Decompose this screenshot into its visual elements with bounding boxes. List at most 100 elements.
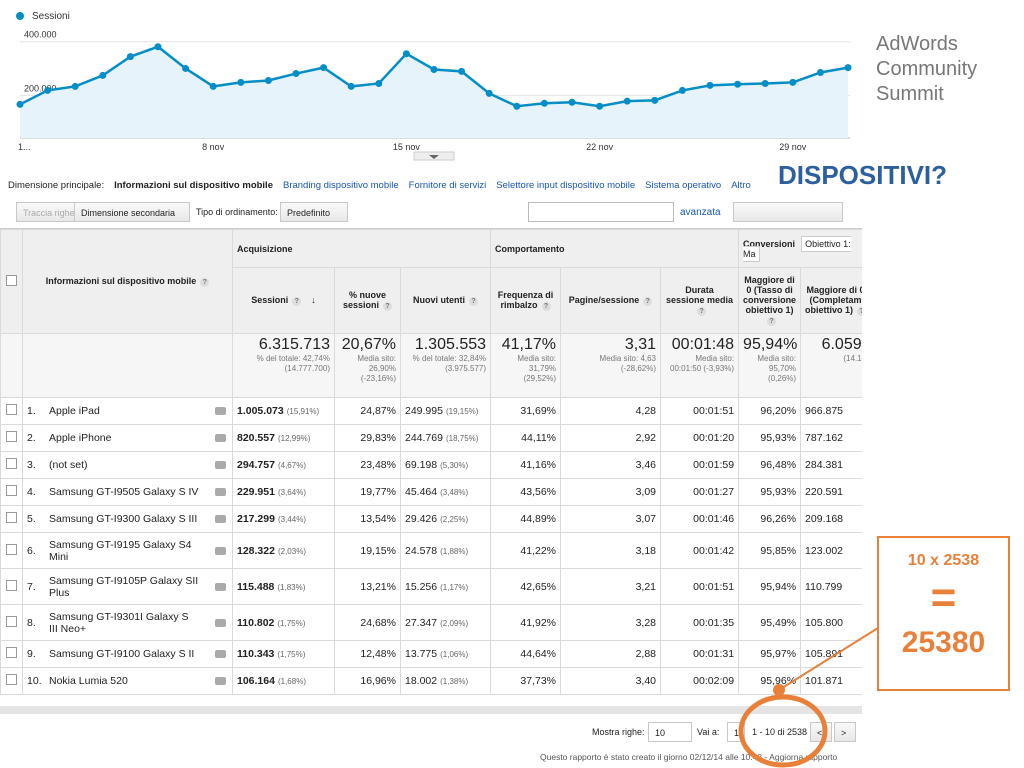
device-name[interactable]: Apple iPhone	[49, 432, 112, 445]
point[interactable]	[264, 77, 272, 85]
camera-icon[interactable]	[215, 677, 226, 685]
point[interactable]	[375, 79, 383, 87]
select-cell	[0, 532, 23, 569]
point[interactable]	[844, 64, 852, 72]
point[interactable]	[596, 102, 604, 110]
nav-link[interactable]: Fornitore di servizi	[408, 180, 487, 191]
point[interactable]	[485, 89, 493, 97]
sort-dropdown[interactable]: Predefinito	[280, 202, 348, 222]
point[interactable]	[71, 82, 79, 90]
select-cell	[0, 667, 23, 695]
device-name[interactable]: Samsung GT-I9100 Galaxy S II	[49, 648, 195, 661]
column-header[interactable]: Frequenza di rimbalzo?	[490, 267, 562, 334]
checkbox[interactable]	[6, 543, 17, 555]
device-name[interactable]: Nokia Lumia 520	[49, 675, 128, 688]
column-header[interactable]: Nuovi utenti?	[399, 267, 492, 334]
view-switcher[interactable]	[733, 202, 843, 222]
device-name[interactable]: Samsung GT-I9300 Galaxy S III	[49, 513, 198, 526]
point[interactable]	[154, 43, 162, 51]
point[interactable]	[623, 97, 631, 105]
checkbox[interactable]	[6, 579, 17, 591]
total-note: Media sito: 31,79% (29,52%)	[517, 354, 557, 383]
point[interactable]	[44, 86, 52, 94]
checkbox[interactable]	[6, 275, 17, 286]
prev-button[interactable]: <	[810, 722, 832, 742]
point[interactable]	[126, 53, 134, 61]
point[interactable]	[320, 64, 328, 72]
point[interactable]	[430, 66, 438, 74]
column-header[interactable]: Sessioni? ↓	[232, 267, 335, 334]
point[interactable]	[347, 82, 355, 90]
point[interactable]	[292, 70, 300, 78]
group-label: Conversioni	[743, 238, 796, 249]
point[interactable]	[99, 71, 107, 79]
metric-cell: 4,28	[560, 397, 662, 425]
column-header[interactable]: Pagine/sessione?	[560, 267, 662, 334]
point[interactable]	[651, 96, 659, 104]
camera-icon[interactable]	[215, 407, 226, 415]
point[interactable]	[209, 82, 217, 90]
camera-icon[interactable]	[215, 650, 226, 658]
point[interactable]	[816, 68, 824, 76]
secondary-dimension-dropdown[interactable]: Dimensione secondaria	[74, 202, 190, 222]
checkbox[interactable]	[6, 404, 17, 415]
nav-link[interactable]: Selettore input dispositivo mobile	[496, 180, 636, 191]
data-row: 6. Samsung GT-I9195 Galaxy S4 Mini 128.322…	[0, 532, 862, 569]
column-header[interactable]: Maggiore di 0 (Tasso di conversione obie…	[738, 267, 802, 334]
column-header[interactable]: % nuove sessioni?	[334, 267, 401, 334]
camera-icon[interactable]	[215, 546, 226, 555]
nav-link[interactable]: Altro	[731, 180, 751, 191]
point[interactable]	[789, 78, 797, 86]
camera-icon[interactable]	[215, 434, 226, 442]
camera-icon[interactable]	[215, 515, 226, 523]
data-row: 9. Samsung GT-I9100 Galaxy S II 110.343 (1,…	[0, 640, 862, 668]
plot-rows-button[interactable]: Traccia righe	[16, 202, 82, 222]
goto-input[interactable]: 1	[727, 722, 745, 742]
checkbox[interactable]	[6, 674, 17, 685]
point[interactable]	[734, 80, 742, 88]
column-header[interactable]: Maggiore di 0 (Completam obiettivo 1)?	[800, 267, 862, 334]
camera-icon[interactable]	[215, 582, 226, 591]
point[interactable]	[706, 81, 714, 89]
checkbox[interactable]	[6, 485, 17, 496]
point[interactable]	[540, 99, 548, 107]
advanced-link[interactable]: avanzata	[680, 207, 721, 218]
camera-icon[interactable]	[215, 618, 226, 627]
device-name[interactable]: Samsung GT-I9505 Galaxy S IV	[49, 486, 199, 499]
device-name[interactable]: Samsung GT-I9301I Galaxy S III Neo+	[49, 610, 189, 635]
rows-dropdown[interactable]: 10	[648, 722, 692, 742]
camera-icon[interactable]	[215, 488, 226, 496]
metric-cell: 42,65%	[490, 568, 562, 605]
point[interactable]	[16, 100, 24, 108]
point[interactable]	[678, 86, 686, 94]
checkbox[interactable]	[6, 512, 17, 523]
point[interactable]	[513, 102, 521, 110]
checkbox[interactable]	[6, 431, 17, 442]
camera-icon[interactable]	[215, 461, 226, 469]
total-cell: 41,17% Media sito: 31,79% (29,52%)	[490, 333, 562, 398]
point[interactable]	[458, 67, 466, 75]
next-button[interactable]: >	[834, 722, 856, 742]
scrollbar[interactable]	[0, 706, 862, 714]
sessions-cell: 820.557 (12,99%)	[232, 424, 335, 452]
nav-link[interactable]: Branding dispositivo mobile	[282, 180, 399, 191]
checkbox[interactable]	[6, 615, 17, 627]
nav-link[interactable]: Sistema operativo	[645, 180, 722, 191]
device-name[interactable]: Apple iPad	[49, 405, 100, 418]
column-header[interactable]: Durata sessione media?	[660, 267, 740, 334]
sessions-value: 110.802	[237, 616, 275, 629]
point[interactable]	[761, 79, 769, 87]
search-box[interactable]	[528, 202, 674, 222]
sessions-cell: 1.005.073 (15,91%)	[232, 397, 335, 425]
device-name[interactable]: (not set)	[49, 459, 88, 472]
device-name[interactable]: Samsung GT-I9195 Galaxy S4 Mini	[49, 538, 192, 563]
point[interactable]	[237, 78, 245, 86]
checkbox[interactable]	[6, 647, 17, 658]
new-users-cell: 29.426 (2,25%)	[399, 505, 492, 533]
device-name[interactable]: Samsung GT-I9105P Galaxy SII Plus	[49, 574, 199, 599]
checkbox[interactable]	[6, 458, 17, 469]
point[interactable]	[568, 98, 576, 106]
point[interactable]	[402, 50, 410, 58]
select-cell	[0, 505, 23, 533]
point[interactable]	[182, 64, 190, 72]
